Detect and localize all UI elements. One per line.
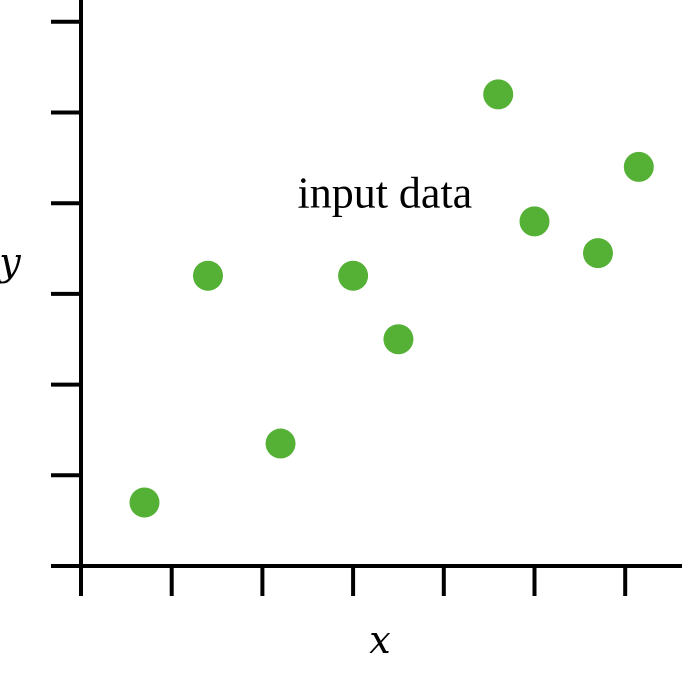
axes (51, 0, 682, 568)
y-ticks (51, 19, 81, 568)
data-point-6 (483, 79, 514, 110)
data-point-4 (338, 260, 369, 291)
x-axis-label: x (369, 618, 390, 662)
y-axis-label: y (0, 240, 21, 284)
data-point-2 (192, 260, 223, 291)
data-point-3 (265, 428, 296, 459)
annotation-input-data: input data (297, 169, 472, 218)
data-point-7 (519, 206, 550, 237)
data-point-1 (129, 487, 160, 518)
data-point-8 (582, 238, 613, 269)
x-ticks (79, 566, 628, 596)
data-point-9 (623, 151, 654, 182)
data-point-5 (383, 324, 414, 355)
data-points (129, 79, 654, 518)
